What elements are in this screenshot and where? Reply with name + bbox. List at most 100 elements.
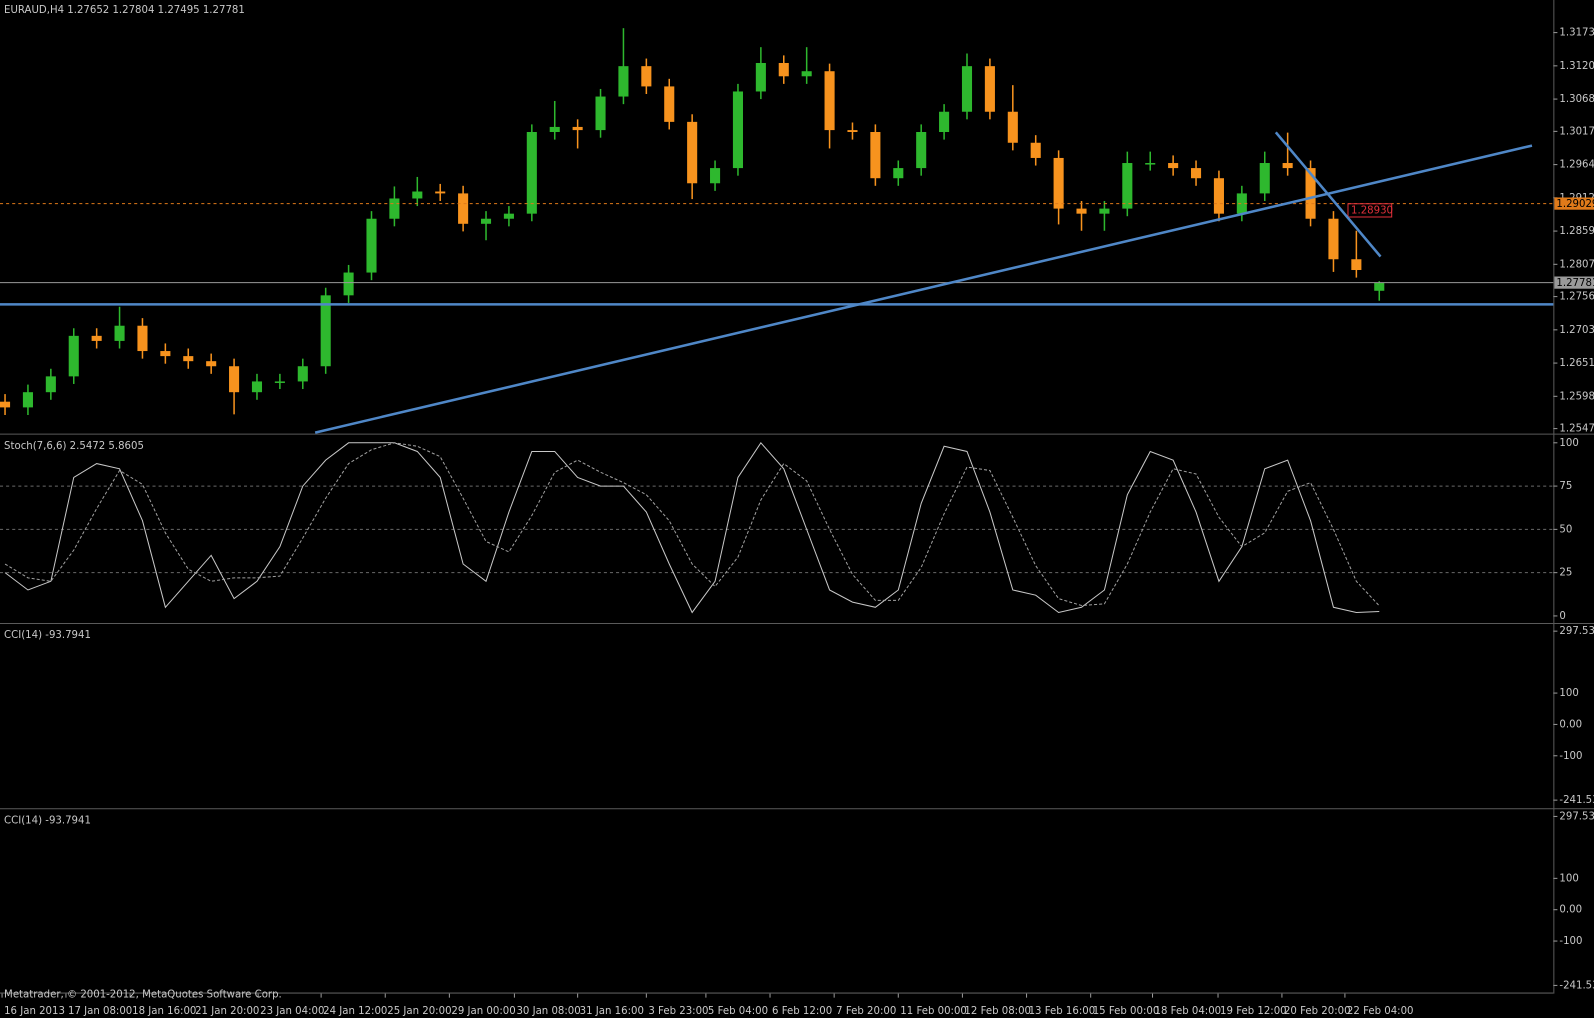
price-label: 1.29029 — [1556, 199, 1594, 210]
candle-body — [1099, 208, 1110, 214]
y-tick-label: 1.30680 — [1559, 94, 1594, 105]
y-tick-label: -241.536 — [1559, 795, 1594, 806]
x-tick-label: 23 Jan 04:00 — [260, 1006, 324, 1017]
panel-title: Stoch(7,6,6) 2.5472 5.8605 — [4, 441, 144, 452]
candle-body — [45, 376, 56, 393]
indicator-line — [4, 441, 1380, 614]
candle-body — [1168, 163, 1179, 169]
candle-body — [389, 198, 400, 219]
candle-body — [160, 351, 171, 357]
y-tick-label: 1.25985 — [1559, 391, 1594, 402]
y-tick-label: 1.25475 — [1559, 424, 1594, 435]
candle-body — [137, 325, 148, 352]
candle-body — [801, 71, 812, 77]
plot-layer: EURAUD,H4 1.27652 1.27804 1.27495 1.2778… — [0, 5, 1594, 1017]
x-tick-label: 20 Feb 20:00 — [1284, 1006, 1351, 1017]
y-tick-label: 0.00 — [1559, 905, 1582, 916]
x-tick-label: 30 Jan 08:00 — [516, 1006, 580, 1017]
candle-body — [618, 66, 629, 97]
y-tick-label: 1.28595 — [1559, 226, 1594, 237]
candle-body — [458, 193, 469, 224]
y-tick-label: 50 — [1559, 524, 1572, 535]
x-tick-label: 29 Jan 00:00 — [451, 1006, 515, 1017]
candle-body — [1122, 163, 1133, 209]
candle-body — [1145, 163, 1156, 165]
x-tick-label: 11 Feb 00:00 — [900, 1006, 967, 1017]
candle-body — [732, 91, 743, 169]
y-tick-label: -100 — [1559, 751, 1582, 762]
y-tick-label: 297.539 — [1559, 811, 1594, 822]
candle-body — [526, 131, 537, 214]
y-tick-label: 1.30170 — [1559, 126, 1594, 137]
candle-body — [0, 401, 11, 408]
y-tick-label: 1.26510 — [1559, 358, 1594, 369]
panel-title: CCI(14) -93.7941 — [4, 816, 91, 827]
footer: Metatrader, © 2001-2012, MetaQuotes Soft… — [4, 990, 282, 1001]
candle-body — [503, 213, 514, 219]
candle-body — [664, 86, 675, 122]
price-label-box — [1554, 276, 1594, 289]
y-tick-label: 75 — [1559, 481, 1572, 492]
candle-body — [114, 325, 125, 341]
candle-body — [22, 392, 33, 408]
candle-body — [1213, 178, 1224, 214]
candle-body — [710, 168, 721, 184]
candle-body — [939, 111, 950, 132]
y-tick-label: 1.27560 — [1559, 292, 1594, 303]
y-tick-label: 100 — [1559, 873, 1578, 884]
candle-body — [1236, 193, 1247, 214]
y-tick-label: -241.536 — [1559, 980, 1594, 991]
candle-body — [1053, 157, 1064, 209]
y-tick-label: 0 — [1559, 611, 1565, 622]
x-tick-label: 15 Feb 00:00 — [1093, 1006, 1160, 1017]
candle-body — [916, 131, 927, 169]
trend-line — [1274, 131, 1382, 258]
x-tick-label: 17 Jan 08:00 — [68, 1006, 132, 1017]
candle-body — [412, 191, 423, 199]
candle-body — [641, 66, 652, 87]
candle-body — [1305, 168, 1316, 219]
candle-body — [1351, 259, 1362, 271]
candle-body — [1328, 218, 1339, 260]
y-tick-label: 100 — [1559, 438, 1578, 449]
panel-title: EURAUD,H4 1.27652 1.27804 1.27495 1.2778… — [4, 5, 245, 16]
candle-body — [320, 295, 331, 367]
candle-body — [68, 335, 79, 377]
candle-body — [206, 361, 217, 367]
y-tick-label: 0.00 — [1559, 719, 1582, 730]
x-tick-label: 16 Jan 2013 — [4, 1006, 65, 1017]
candle-body — [984, 66, 995, 112]
y-tick-label: 1.29645 — [1559, 160, 1594, 171]
y-tick-label: 1.31730 — [1559, 28, 1594, 39]
x-tick-label: 18 Jan 16:00 — [132, 1006, 196, 1017]
x-tick-label: 24 Jan 12:00 — [323, 1006, 387, 1017]
candle-body — [343, 272, 354, 296]
annotation-box — [1347, 203, 1393, 218]
trend-line — [314, 144, 1533, 434]
candle-body — [229, 366, 240, 393]
candle-body — [251, 381, 263, 393]
candle-body — [1030, 142, 1041, 158]
candle-body — [435, 191, 446, 194]
x-tick-label: 7 Feb 20:00 — [836, 1006, 896, 1017]
candle-body — [847, 130, 858, 132]
x-tick-label: 18 Feb 04:00 — [1155, 1006, 1222, 1017]
candle-body — [1007, 111, 1018, 143]
y-tick-label: 1.31205 — [1559, 61, 1594, 72]
x-tick-label: 22 Feb 04:00 — [1347, 1006, 1414, 1017]
candle-body — [824, 71, 835, 131]
candle-body — [595, 96, 606, 131]
y-tick-label: 1.28070 — [1559, 259, 1594, 270]
candle-body — [1190, 168, 1202, 179]
y-tick-label: 297.539 — [1559, 626, 1594, 637]
price-label-box — [1554, 197, 1594, 210]
x-tick-label: 21 Jan 20:00 — [195, 1006, 259, 1017]
y-tick-label: 1.27035 — [1559, 325, 1594, 336]
candle-body — [572, 126, 583, 131]
x-tick-label: 31 Jan 16:00 — [580, 1006, 644, 1017]
x-tick-label: 12 Feb 08:00 — [964, 1006, 1031, 1017]
candle-body — [687, 121, 698, 184]
candle-body — [366, 218, 377, 273]
